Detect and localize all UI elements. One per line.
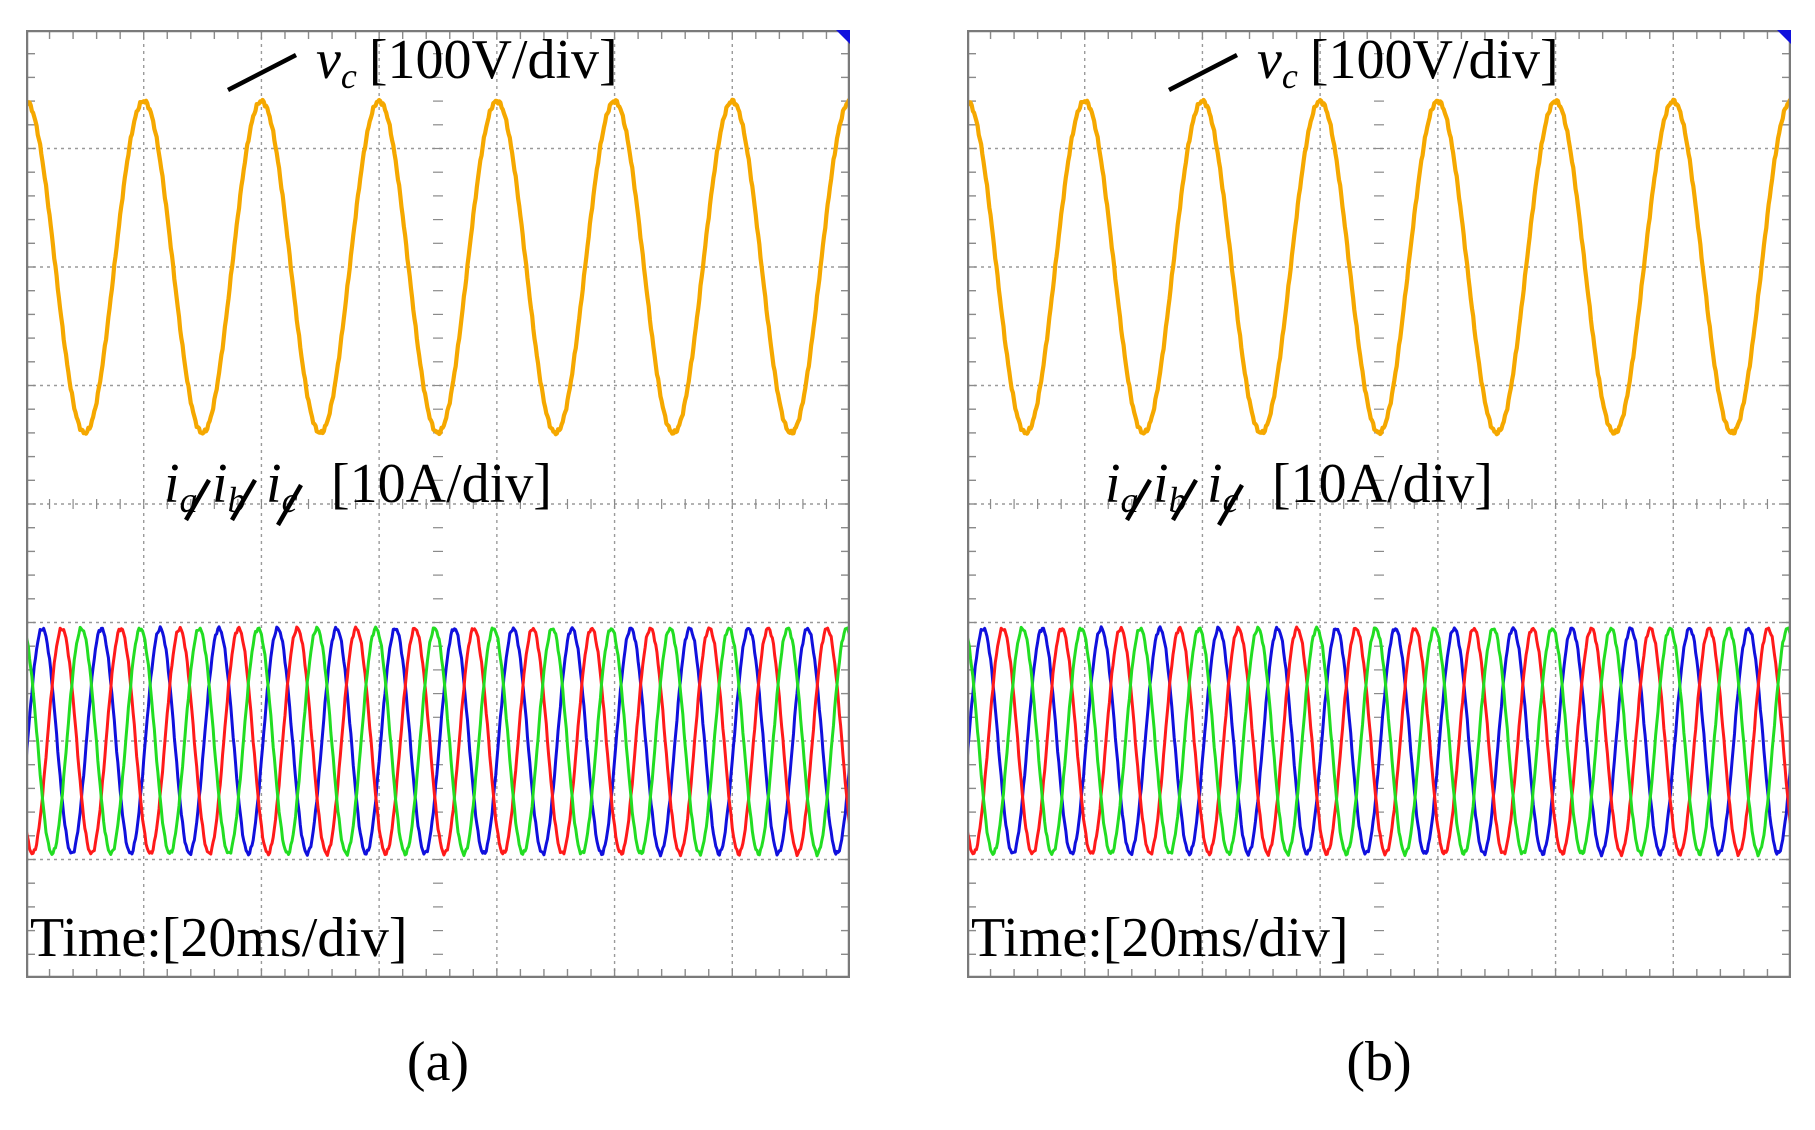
series-v-c xyxy=(967,97,1791,437)
current-symbol: i xyxy=(266,453,282,515)
current-label-b: ib xyxy=(212,453,246,520)
current-symbol: i xyxy=(1105,453,1121,515)
series-i-c xyxy=(967,625,1791,858)
panel-caption-a: (a) xyxy=(406,1031,470,1093)
voltage-symbol: v xyxy=(1257,30,1282,91)
voltage-subscript: c xyxy=(341,56,357,96)
series-i-a xyxy=(26,625,850,858)
voltage-leader-line xyxy=(1167,52,1239,93)
current-symbol: i xyxy=(1153,453,1169,515)
series-i-c xyxy=(26,625,850,858)
grid xyxy=(967,30,1791,978)
voltage-label: vc [100V/div] xyxy=(316,30,618,96)
grid xyxy=(26,30,850,978)
current-leader-line xyxy=(276,483,303,527)
series-i-b xyxy=(26,625,850,858)
time-scale-label: Time:[20ms/div] xyxy=(971,907,1349,969)
current-symbol: i xyxy=(1207,453,1223,515)
current-subscript: b xyxy=(228,480,246,520)
current-label-c: ic xyxy=(266,453,298,520)
current-scale: [10A/div] xyxy=(1272,453,1493,515)
current-symbol: i xyxy=(164,453,180,515)
voltage-symbol: v xyxy=(316,30,341,91)
current-leader-line xyxy=(184,478,211,522)
series-v-c xyxy=(26,97,850,437)
current-leader-line xyxy=(230,478,257,522)
current-label-a: ia xyxy=(164,453,198,520)
series-i-b xyxy=(967,625,1791,858)
scope-panel-a: vc [100V/div] ia ib ic [10A/div] Time:[20ms/di… xyxy=(26,30,850,978)
voltage-scale: [100V/div] xyxy=(369,30,618,91)
voltage-leader-line xyxy=(226,52,298,93)
plot-frame xyxy=(26,30,850,978)
current-label-b: ib xyxy=(1153,453,1187,520)
current-label-c: ic xyxy=(1207,453,1239,520)
time-scale-label: Time:[20ms/div] xyxy=(30,907,408,969)
current-symbol: i xyxy=(212,453,228,515)
panel-caption-b: (b) xyxy=(1346,1031,1412,1093)
trigger-marker-icon xyxy=(1777,30,1791,44)
series-i-a xyxy=(967,625,1791,858)
voltage-label: vc [100V/div] xyxy=(1257,30,1559,96)
voltage-scale: [100V/div] xyxy=(1310,30,1559,91)
trigger-marker-icon xyxy=(836,30,850,44)
current-leader-line xyxy=(1171,478,1198,522)
plot-frame xyxy=(967,30,1791,978)
current-subscript: b xyxy=(1169,480,1187,520)
scope-panel-b: vc [100V/div] ia ib ic [10A/div] Time:[20ms/di… xyxy=(967,30,1791,978)
oscilloscope-chart-a: vc [100V/div]ia ib ic [10A/div]Time:[20ms/di… xyxy=(26,30,850,978)
current-leader-line xyxy=(1125,478,1152,522)
current-leader-line xyxy=(1217,483,1244,527)
oscilloscope-chart-b: vc [100V/div]ia ib ic [10A/div]Time:[20ms/di… xyxy=(967,30,1791,978)
voltage-subscript: c xyxy=(1282,56,1298,96)
current-scale: [10A/div] xyxy=(331,453,552,515)
